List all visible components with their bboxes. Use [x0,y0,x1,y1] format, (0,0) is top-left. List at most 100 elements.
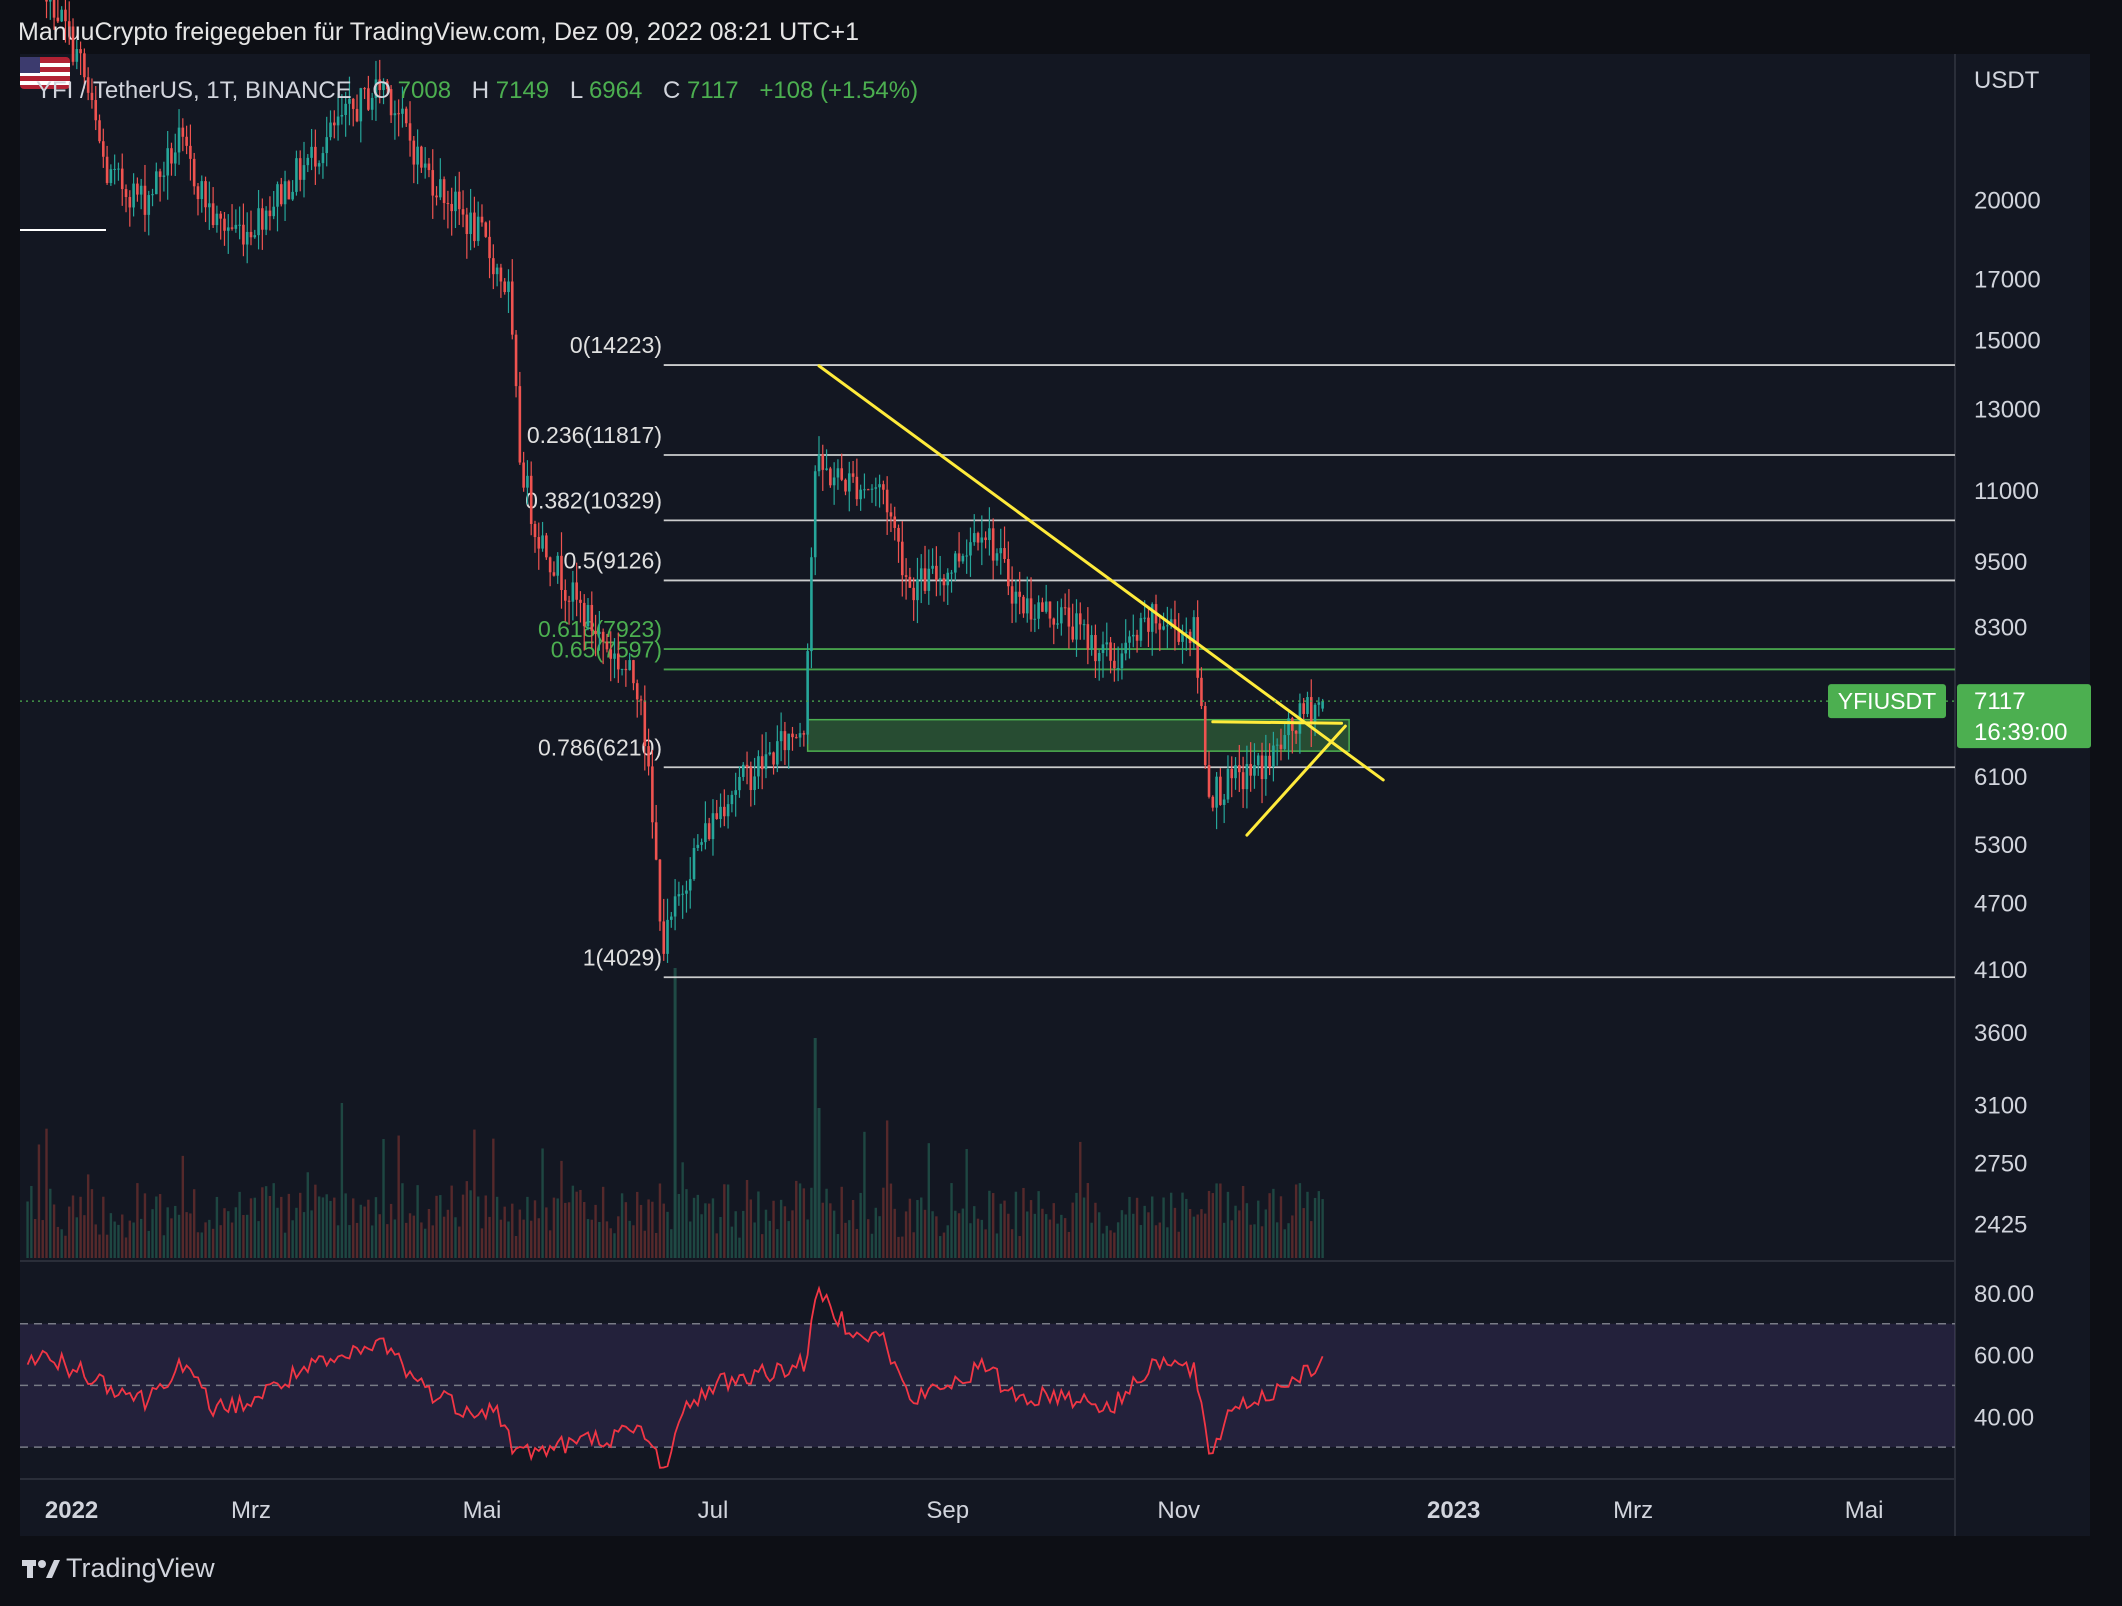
volume-bar [454,1217,457,1258]
candle-body [696,844,700,848]
volume-bar [601,1186,605,1258]
candle-body [988,528,991,541]
y-tick-label: 4700 [1974,890,2027,917]
candle-body [522,462,525,488]
candle-body [1075,613,1078,640]
volume-bar [1291,1215,1294,1258]
candle-body [1158,623,1162,630]
candle-body [548,557,552,573]
volume-bar [41,1220,44,1258]
candle-body [677,894,681,897]
volume-bar [673,968,677,1258]
candle-body [984,537,987,541]
candle-body [208,203,211,208]
y-tick-label: 8300 [1974,614,2027,641]
volume-bar [1151,1196,1154,1258]
candle-body [503,281,506,293]
candle-body [832,477,836,486]
grid-layer [20,54,1956,1536]
volume-bar [719,1217,722,1258]
candle-body [723,806,726,817]
volume-bar [412,1215,416,1258]
candle-body [1022,596,1025,614]
volume-bar [238,1191,241,1258]
candle-body [518,386,522,463]
candle-body [961,555,965,562]
candle-body [279,184,283,205]
volume-bar [1173,1207,1177,1258]
candle-body [196,186,200,200]
candle-body [681,893,684,895]
volume-bar [408,1213,412,1258]
candle-body [1177,628,1181,642]
volume-bar [1018,1236,1021,1258]
volume-bar [473,1129,476,1258]
candle-body [1309,697,1313,725]
candle-body [651,766,654,823]
candle-body [1033,618,1037,620]
volume-bar [798,1183,802,1258]
volume-bar [30,1185,33,1258]
volume-bar [427,1209,431,1258]
candle-body [1116,668,1120,670]
candle-body [749,767,753,791]
candle-body [624,668,628,671]
candle-body [211,203,215,226]
volume-bar [711,1198,715,1258]
volume-bar [204,1222,207,1258]
volume-bar [151,1209,154,1258]
rsi-tick-label: 60.00 [1974,1343,2034,1370]
volume-bar [299,1192,302,1258]
candle-body [673,896,677,917]
candle-body [166,148,169,176]
volume-bar [1298,1183,1302,1258]
legend-open-label: O [372,77,391,104]
candle-body [855,476,859,500]
candle-body [1294,730,1298,734]
volume-bar [696,1194,700,1258]
volume-bar [957,1213,961,1258]
candle-body [768,752,772,755]
volume-bar [893,1208,896,1258]
candle-body [806,651,809,735]
candle-body [1241,772,1245,790]
volume-bar [991,1193,995,1258]
candle-body [287,181,291,200]
candle-body [83,53,86,78]
candle-body [488,236,491,259]
candle-body [389,89,393,116]
volume-bar [1075,1192,1078,1258]
volume-bar [306,1172,309,1258]
legend-layer: YFI / TetherUS, 1T, BINANCE O 7008 H 714… [20,57,918,231]
volume-bar [68,1206,71,1258]
candle-body [1230,768,1234,779]
x-tick-label: Nov [1157,1497,1200,1524]
candle-body [291,191,294,200]
volume-bar [950,1183,953,1258]
volume-bar [1253,1224,1256,1258]
volume-bar [969,1223,972,1258]
volume-bar [1310,1221,1313,1258]
candle-body [529,475,533,524]
candle-body [310,146,313,158]
volume-bar [416,1185,419,1258]
volume-bar [370,1225,374,1258]
candle-body [367,88,370,110]
zone-layer [806,718,1350,752]
candle-body [609,649,613,659]
candle-body [760,756,764,770]
volume-bar [280,1196,283,1258]
volume-bar [192,1189,196,1258]
candle-body [859,489,862,500]
volume-bar [707,1203,711,1258]
fib-level-label: 0.618(7923) [538,616,662,642]
volume-bar [999,1203,1002,1258]
candle-body [685,890,688,894]
volume-bar [344,1193,347,1258]
volume-bar [37,1144,41,1258]
volume-bar [446,1209,450,1258]
volume-bar [435,1195,438,1258]
footer-brand[interactable]: TradingView [22,1553,215,1584]
candle-body [1067,607,1071,627]
